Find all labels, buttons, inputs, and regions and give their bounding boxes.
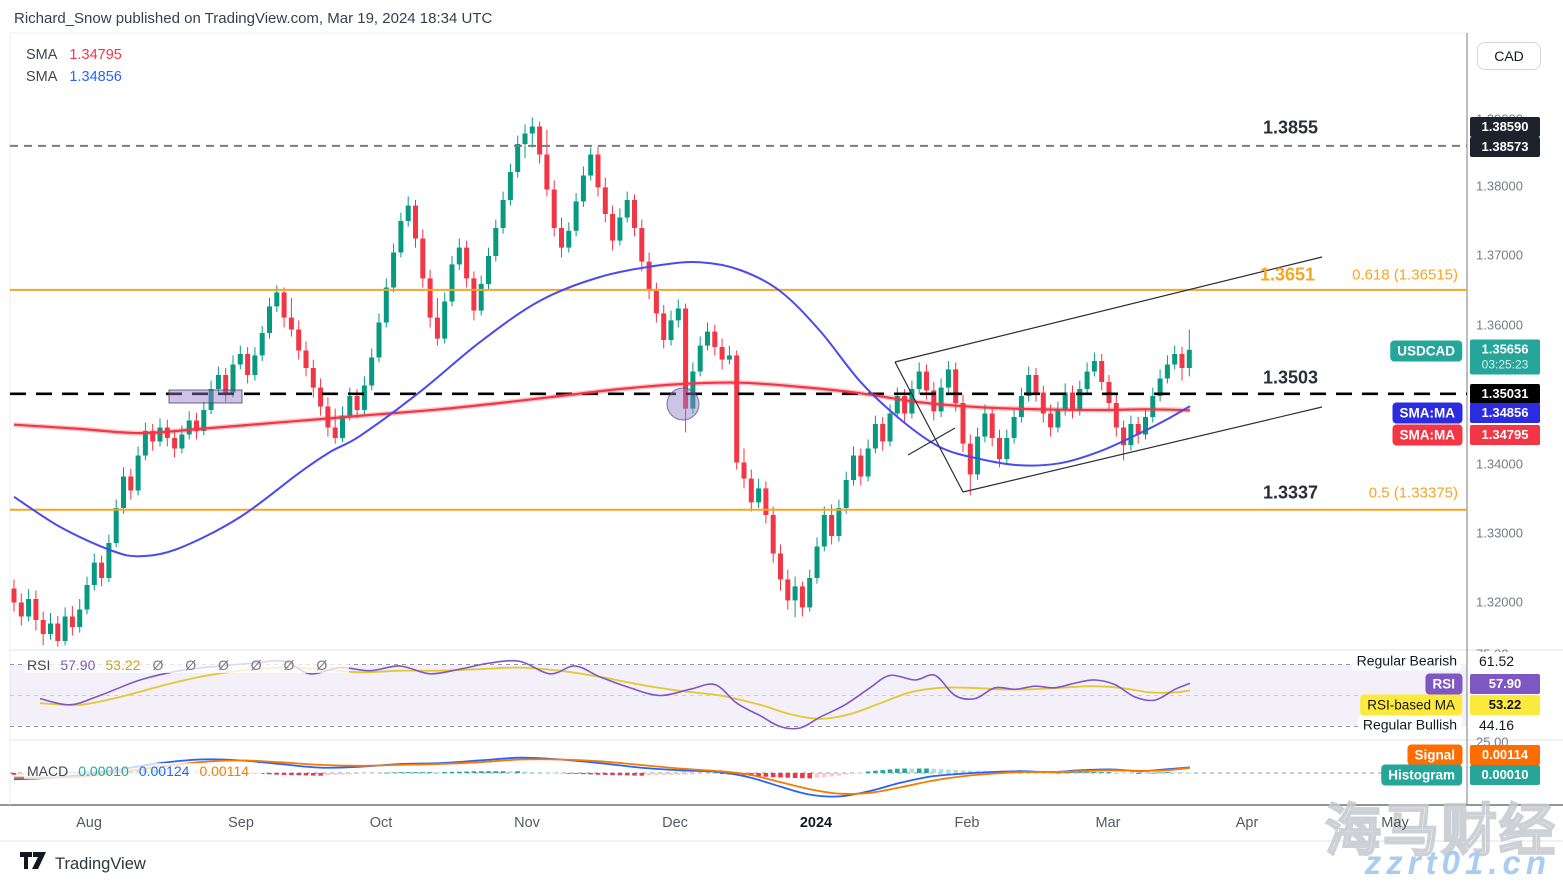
- currency-toggle-cad[interactable]: CAD: [1477, 42, 1541, 70]
- rsi-legend: RSI 57.90 53.22 Ø Ø Ø Ø Ø Ø: [24, 657, 350, 673]
- channel-trendline[interactable]: [962, 406, 1323, 493]
- tradingview-logo-text: TradingView: [55, 855, 146, 873]
- publication-title: Richard_Snow published on TradingView.co…: [14, 10, 493, 27]
- tradingview-logo-icon: [20, 852, 47, 877]
- channel-trendline[interactable]: [907, 427, 956, 456]
- macd-signal-line: [13, 758, 1191, 795]
- sma-blue-line: [13, 261, 1191, 558]
- channel-trendline[interactable]: [894, 361, 964, 493]
- sma-legend-row-2: SMA 1.34856: [26, 69, 122, 85]
- candlesticks: [11, 117, 1192, 647]
- sma-legend-row-1: SMA 1.34795: [26, 47, 122, 63]
- watermark-site-url: zzrt01.cn: [1364, 844, 1551, 881]
- channel-trendline[interactable]: [894, 256, 1323, 363]
- watermark-site-name: 海马财经: [1324, 798, 1557, 863]
- macd-legend: MACD 0.00010 0.00124 0.00114: [24, 763, 263, 779]
- zone-highlight-box[interactable]: [168, 389, 243, 404]
- event-highlight-circle[interactable]: [666, 387, 700, 421]
- sma-red-line: [13, 381, 1191, 435]
- tradingview-branding[interactable]: TradingView: [20, 852, 146, 877]
- sma-legend: SMA 1.34795 SMA 1.34856: [22, 44, 126, 88]
